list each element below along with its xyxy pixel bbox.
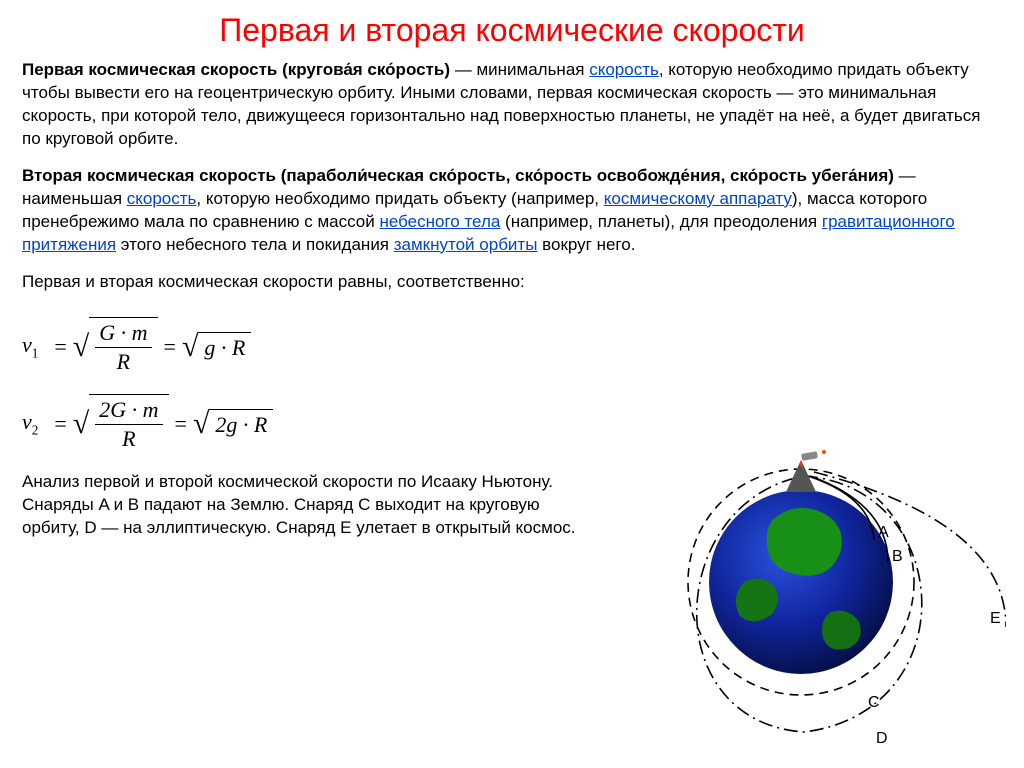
v1-num: G · m	[95, 320, 151, 348]
page-title: Первая и вторая космические скорости	[22, 12, 1002, 49]
v2-alt: 2g · R	[209, 409, 273, 439]
radical-icon: √	[193, 412, 209, 436]
link-closed-orbit[interactable]: замкнутой орбиты	[394, 235, 538, 254]
sqrt-1a: √ G · m R	[73, 317, 158, 376]
link-spacecraft[interactable]: космическому аппарату	[604, 189, 792, 208]
v2-den: R	[95, 425, 162, 452]
paragraph-second-velocity: Вторая космическая скорость (параболи́че…	[22, 165, 1002, 257]
diagram-svg	[626, 432, 1006, 752]
paragraph-first-velocity: Первая космическая скорость (кругова́я с…	[22, 59, 1002, 151]
eq-2a: =	[54, 411, 66, 437]
page-root: Первая и вторая космические скорости Пер…	[0, 0, 1024, 554]
v1-alt: g · R	[198, 332, 251, 362]
v1-sub: 1	[32, 346, 39, 361]
radical-icon: √	[182, 335, 198, 359]
label-e: E	[990, 610, 1001, 628]
link-speed-1[interactable]: скорость	[589, 60, 659, 79]
root-content-1a: G · m R	[89, 317, 157, 376]
radical-icon: √	[73, 335, 89, 359]
label-b: B	[892, 548, 903, 566]
p2t5: этого небесного тела и покидания	[116, 235, 394, 254]
label-a: A	[878, 524, 889, 542]
para2-lead: Вторая космическая скорость (параболи́че…	[22, 166, 894, 185]
v2-sub: 2	[32, 423, 39, 438]
root-content-2a: 2G · m R	[89, 394, 168, 453]
p2t6: вокруг него.	[537, 235, 635, 254]
paragraph-formulas-intro: Первая и вторая космическая скорости рав…	[22, 271, 1002, 294]
v2-lhs: v2	[22, 409, 38, 438]
para1-lead: Первая космическая скорость (кругова́я с…	[22, 60, 450, 79]
radical-icon: √	[73, 412, 89, 436]
sqrt-2a: √ 2G · m R	[73, 394, 169, 453]
mountain-cannon	[786, 450, 826, 492]
v2-var: v	[22, 409, 32, 434]
v2-num: 2G · m	[95, 397, 162, 425]
label-c: C	[868, 694, 880, 712]
left-column: v1 = √ G · m R = √ g · R	[22, 307, 582, 554]
p2t2: , которую необходимо придать объекту (на…	[196, 189, 603, 208]
frac-1: G · m R	[95, 320, 151, 375]
eq-1a: =	[54, 334, 66, 360]
earth-land-1	[767, 508, 842, 576]
link-speed-2[interactable]: скорость	[127, 189, 197, 208]
v1-den: R	[95, 348, 151, 375]
label-d: D	[876, 730, 888, 748]
diagram-caption: Анализ первой и второй космической скоро…	[22, 471, 582, 540]
sqrt-1b: √ g · R	[182, 332, 251, 362]
link-celestial-body[interactable]: небесного тела	[379, 212, 500, 231]
sqrt-2b: √ 2g · R	[193, 409, 273, 439]
p2t4: (например, планеты), для преодоления	[500, 212, 822, 231]
eq-1b: =	[164, 334, 176, 360]
v1-var: v	[22, 332, 32, 357]
v1-lhs: v1	[22, 332, 38, 361]
newton-cannon-diagram: A B C D E	[626, 432, 1006, 752]
para1-pre: — минимальная	[450, 60, 589, 79]
formula-v2: v2 = √ 2G · m R = √ 2g · R	[22, 394, 582, 453]
eq-2b: =	[175, 411, 187, 437]
formula-v1: v1 = √ G · m R = √ g · R	[22, 317, 582, 376]
frac-2: 2G · m R	[95, 397, 162, 452]
